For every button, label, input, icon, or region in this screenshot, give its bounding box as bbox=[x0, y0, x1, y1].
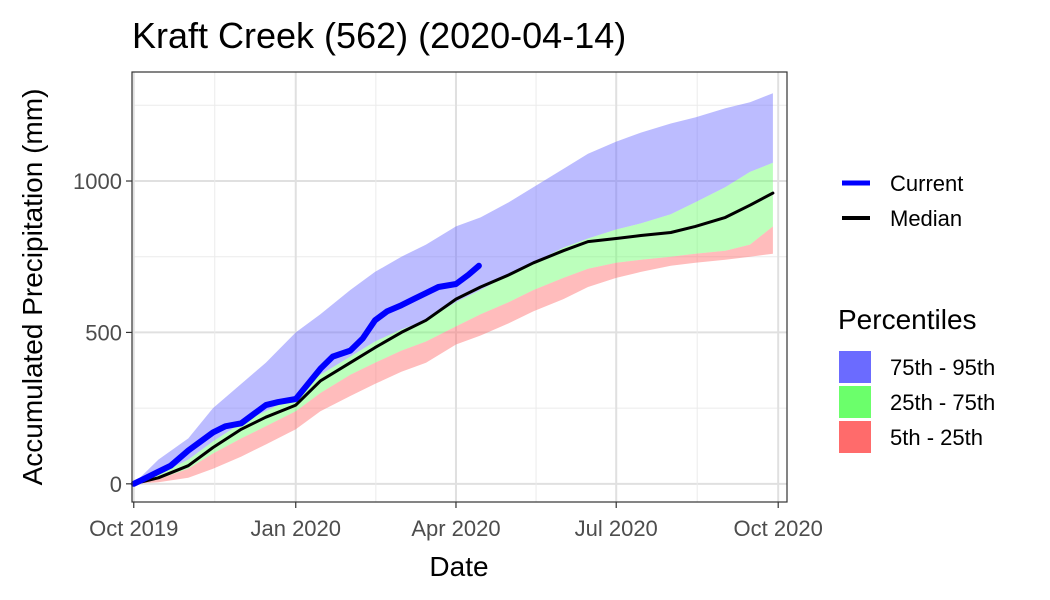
chart-title: Kraft Creek (562) (2020-04-14) bbox=[132, 15, 626, 56]
legend: Current Median Percentiles 75th - 95th 25th … bbox=[838, 171, 995, 453]
x-axis-ticks: Oct 2019 Jan 2020 Apr 2020 Jul 2020 Oct 2020 bbox=[89, 502, 823, 541]
legend-label-current: Current bbox=[890, 171, 963, 196]
x-tick-label: Oct 2020 bbox=[734, 516, 823, 541]
legend-key-band bbox=[839, 386, 871, 418]
legend-key-band bbox=[839, 351, 871, 383]
legend-label-median: Median bbox=[890, 206, 962, 231]
x-axis-title: Date bbox=[429, 551, 488, 582]
x-tick-label: Oct 2019 bbox=[89, 516, 178, 541]
x-tick-label: Jan 2020 bbox=[250, 516, 341, 541]
band-5th-25th bbox=[133, 226, 773, 484]
y-tick-label: 1000 bbox=[73, 169, 122, 194]
band-25th-75th bbox=[133, 162, 773, 484]
x-tick-label: Jul 2020 bbox=[575, 516, 658, 541]
y-tick-label: 500 bbox=[85, 320, 122, 345]
series-line-median bbox=[132, 191, 775, 486]
y-axis-ticks: 0 500 1000 bbox=[73, 169, 132, 497]
legend-key-band bbox=[839, 421, 871, 453]
percentile-bands bbox=[133, 93, 773, 484]
y-axis-title: Accumulated Precipitation (mm) bbox=[17, 89, 48, 486]
legend-label-band: 25th - 75th bbox=[890, 390, 995, 415]
series-lines bbox=[130, 191, 775, 487]
legend-label-band: 75th - 95th bbox=[890, 355, 995, 380]
band-75th-95th bbox=[133, 93, 773, 484]
grid bbox=[132, 72, 787, 502]
legend-title-percentiles: Percentiles bbox=[838, 304, 977, 335]
legend-label-band: 5th - 25th bbox=[890, 425, 983, 450]
plot-border bbox=[131, 71, 788, 503]
series-line-current bbox=[130, 262, 482, 487]
y-tick-label: 0 bbox=[110, 472, 122, 497]
x-tick-label: Apr 2020 bbox=[411, 516, 500, 541]
